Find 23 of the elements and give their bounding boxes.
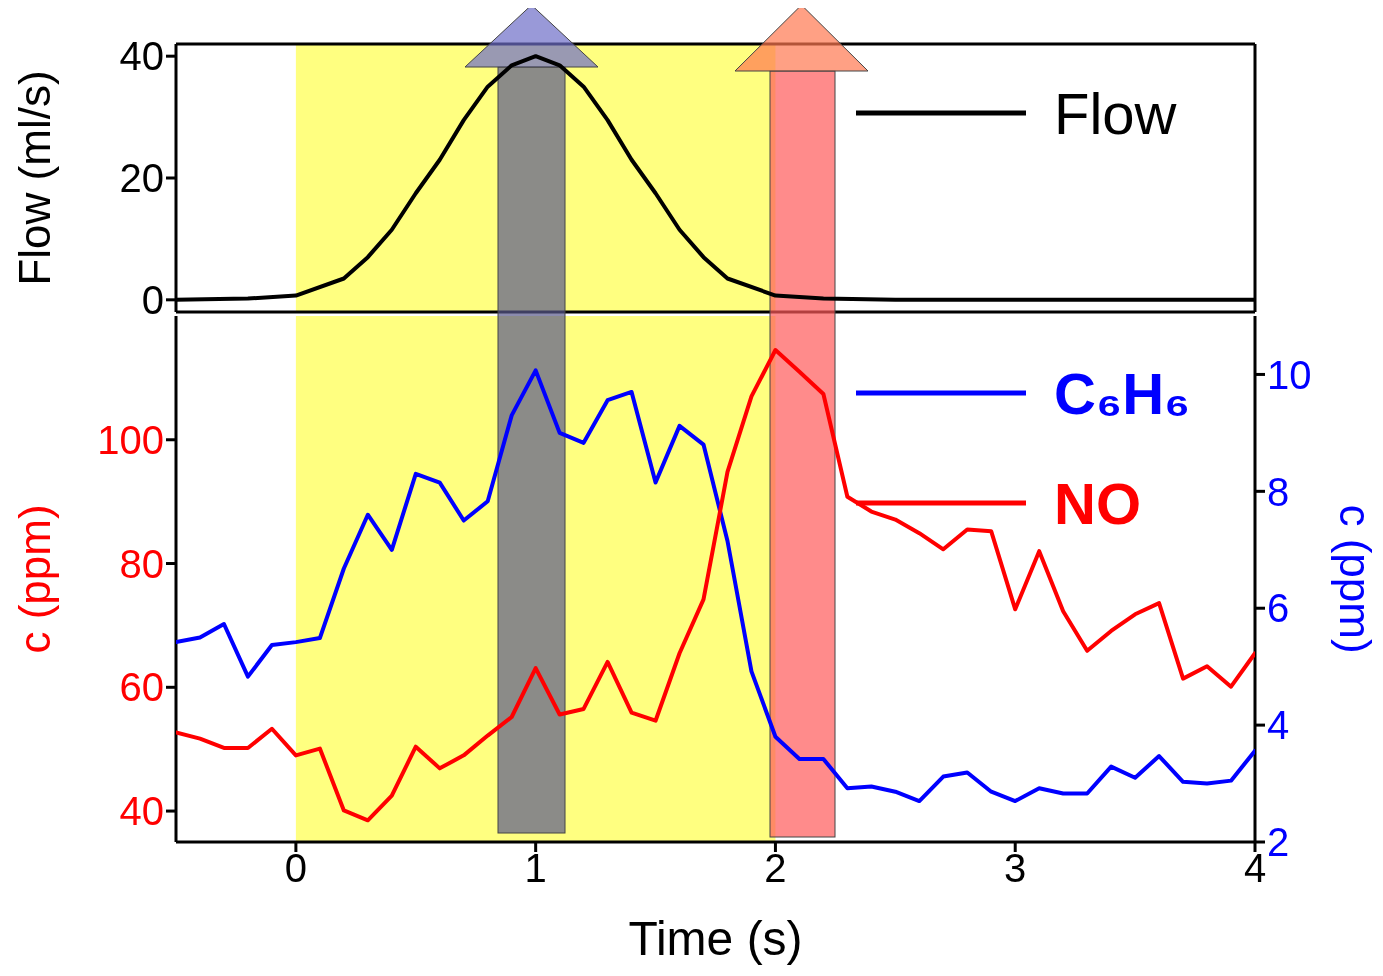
x-tick-label: 1 — [524, 846, 547, 891]
x-tick-label: 0 — [284, 846, 308, 891]
y-tick-label: 0 — [141, 278, 164, 323]
y-tick-label: 40 — [119, 789, 164, 834]
y-axis-title: Flow (ml/s) — [9, 70, 59, 286]
y-tick-label: 100 — [97, 417, 164, 462]
y-tick-label: 80 — [119, 541, 164, 586]
legend-label: NO — [1054, 469, 1141, 537]
y2-tick-label: 6 — [1267, 586, 1290, 631]
y-tick-label: 60 — [119, 665, 164, 710]
x-tick-label: 4 — [1243, 846, 1267, 891]
y2-axis-title: c (ppm) — [1331, 504, 1381, 654]
x-tick-label: 2 — [764, 846, 787, 891]
y2-tick-label: 4 — [1267, 703, 1290, 748]
y2-tick-label: 10 — [1267, 352, 1312, 397]
y-tick-label: 20 — [119, 156, 164, 201]
x-tick-label: 3 — [1004, 846, 1027, 891]
y-axis-title: c (ppm) — [9, 504, 59, 654]
x-axis-title: Time (s) — [628, 912, 803, 965]
legend-label: Flow — [1054, 79, 1177, 147]
y-tick-label: 40 — [119, 34, 164, 79]
legend-label: C₆H₆ — [1054, 359, 1191, 427]
y2-tick-label: 8 — [1267, 469, 1290, 514]
